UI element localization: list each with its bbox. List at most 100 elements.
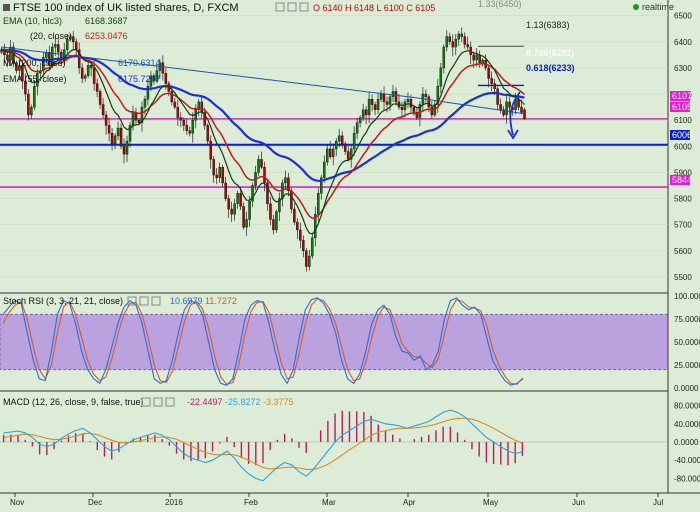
candle-body: [257, 159, 260, 173]
candle-body: [146, 86, 150, 100]
time-tick: Mar: [322, 498, 336, 507]
candle-body: [164, 72, 168, 84]
candle-body: [33, 86, 36, 108]
candle-body: [86, 65, 90, 76]
price-tick: 6300: [674, 64, 692, 73]
candle-body: [394, 91, 398, 103]
stoch-close-icon[interactable]: [151, 296, 161, 306]
candle-body: [245, 219, 248, 228]
candle-body: [424, 93, 428, 97]
candle-body: [326, 148, 329, 163]
fib-113-label: 1.13(6383): [526, 20, 570, 30]
ma200-label: MA (200, close): [3, 58, 66, 68]
candle-body: [520, 106, 523, 113]
candle-body: [170, 91, 174, 103]
candle-body: [236, 193, 239, 204]
macd-close-icon[interactable]: [165, 397, 175, 407]
candle-body: [400, 106, 404, 110]
candle-body: [343, 143, 347, 152]
candle-body: [209, 140, 212, 160]
candle-body: [21, 65, 24, 82]
candle-body: [302, 240, 305, 252]
magenta-line-tag-box: [670, 102, 690, 112]
candle-body: [161, 62, 165, 74]
moving-average-lines: [1, 46, 525, 235]
candle-body: [212, 159, 215, 176]
candle-body: [499, 104, 502, 110]
stoch-title: Stoch RSI (3, 3, 21, 21, close): [3, 296, 123, 306]
candle-body: [502, 109, 505, 116]
stoch-visibility-icon[interactable]: [127, 296, 137, 306]
candle-body: [403, 101, 407, 110]
candle-body: [68, 36, 72, 40]
candle-body: [320, 177, 323, 194]
candle-body: [57, 44, 60, 53]
stoch-k-value: 10.6979: [170, 296, 203, 306]
candle-body: [272, 219, 275, 231]
candle-body: [206, 125, 209, 142]
ohlc-readout: O 6140 H 6148 L 6100 C 6105: [313, 3, 435, 13]
candle-body: [65, 38, 69, 50]
horizontal-levels: [0, 45, 668, 188]
candle-body: [358, 117, 362, 123]
ema55-line: [1, 48, 525, 182]
candle-body: [442, 46, 446, 69]
time-tick: Apr: [403, 498, 416, 507]
close-icon[interactable]: [299, 2, 309, 12]
candle-body: [125, 140, 129, 155]
candle-body: [451, 41, 455, 48]
candle-body: [143, 99, 147, 108]
candle-body: [27, 93, 30, 116]
candle-body: [361, 109, 365, 118]
visibility-icon[interactable]: [275, 2, 285, 12]
candle-body: [314, 214, 317, 238]
candle-body: [176, 106, 180, 118]
support-tag-box: [670, 130, 690, 140]
stoch-d-line: [2, 298, 524, 385]
candle-body: [110, 133, 114, 144]
stoch-k-line: [2, 297, 524, 386]
candle-body: [251, 185, 254, 202]
header-toolbar[interactable]: [275, 2, 309, 12]
stoch-tick: 50.0000: [674, 338, 700, 347]
candle-body: [445, 36, 449, 48]
macd-tick: -40.0000: [674, 456, 700, 465]
ema-red-label: (20, close): [30, 31, 72, 41]
candle-body: [149, 75, 153, 87]
candle-body: [340, 135, 344, 144]
candle-body: [409, 99, 413, 108]
price-tick: 5700: [674, 221, 692, 230]
candle-body: [152, 75, 156, 82]
candle-body: [119, 127, 123, 147]
macd-tick: 0.0000: [674, 438, 699, 447]
stoch-settings-icon[interactable]: [139, 296, 149, 306]
macd-visibility-icon[interactable]: [141, 397, 151, 407]
candle-body: [278, 198, 281, 212]
macd-tick: -80.0000: [674, 474, 700, 483]
stoch-tick: 100.0000: [674, 292, 700, 301]
ema-red-value: 6253.0476: [85, 31, 128, 41]
candle-body: [308, 255, 311, 267]
candle-body: [370, 99, 374, 105]
candle-body: [436, 86, 440, 105]
time-axis: Nov Dec 2016 Feb Mar Apr May Jun Jul: [10, 493, 663, 507]
candle-body: [9, 46, 12, 61]
price-tick: 5800: [674, 195, 692, 204]
candle-body: [203, 112, 206, 126]
candle-body: [457, 33, 461, 40]
settings-icon[interactable]: [287, 2, 297, 12]
collapse-icon[interactable]: [3, 4, 10, 11]
candle-body: [311, 237, 314, 257]
candle-body: [418, 104, 422, 118]
magenta-line-tag: 6105: [672, 102, 692, 112]
candle-body: [290, 190, 293, 210]
candle-body: [140, 106, 144, 123]
candle-body: [200, 101, 203, 113]
ema55-value: 6175.7297: [118, 74, 161, 84]
candle-body: [385, 101, 389, 105]
candle-body: [173, 101, 177, 108]
candle-body: [98, 91, 102, 105]
candle-body: [77, 49, 81, 69]
macd-settings-icon[interactable]: [153, 397, 163, 407]
